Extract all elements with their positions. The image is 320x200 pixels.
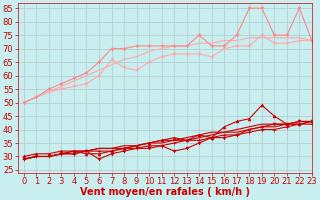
X-axis label: Vent moyen/en rafales ( km/h ): Vent moyen/en rafales ( km/h ) [80, 187, 250, 197]
